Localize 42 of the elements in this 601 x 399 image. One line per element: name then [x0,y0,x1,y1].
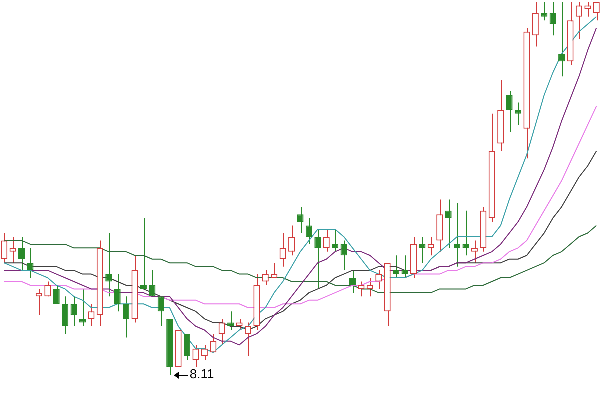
candlestick [192,344,200,368]
candlestick [44,281,52,298]
candlestick [218,318,226,346]
candlestick [314,229,322,290]
candlestick [106,232,112,298]
candlestick [27,248,34,279]
candlestick [62,296,69,334]
candlestick [306,218,312,245]
candlestick [506,91,513,134]
candlestick [10,236,16,264]
candlestick [393,255,400,279]
candlestick [550,2,556,36]
candlestick [584,2,592,18]
candlestick [123,296,130,338]
candlestick [445,199,452,249]
candlestick [210,333,217,354]
candlestick [297,206,304,234]
candlestick [514,102,522,126]
candlestick [462,210,470,256]
candlestick [244,322,252,357]
candlestick [18,236,26,272]
annotation: 8.11 [190,366,214,382]
candlestick [558,2,566,78]
candlestick [576,2,582,40]
candlestick [340,240,348,272]
candlestick [53,284,60,305]
candlestick [532,2,539,48]
candlestick [471,240,478,264]
candlestick [79,288,86,328]
candlestick [323,229,330,252]
candlestick [280,232,286,268]
candlestick [184,333,191,361]
candlestick [541,2,548,22]
candlestick [158,296,164,328]
candlestick [593,2,600,22]
candlestick [114,274,121,312]
candlestick [149,270,156,298]
candlestick [70,296,78,328]
candlestick [288,225,296,256]
candlestick [1,232,8,264]
candlestick [402,255,408,279]
candlestick [376,270,382,290]
